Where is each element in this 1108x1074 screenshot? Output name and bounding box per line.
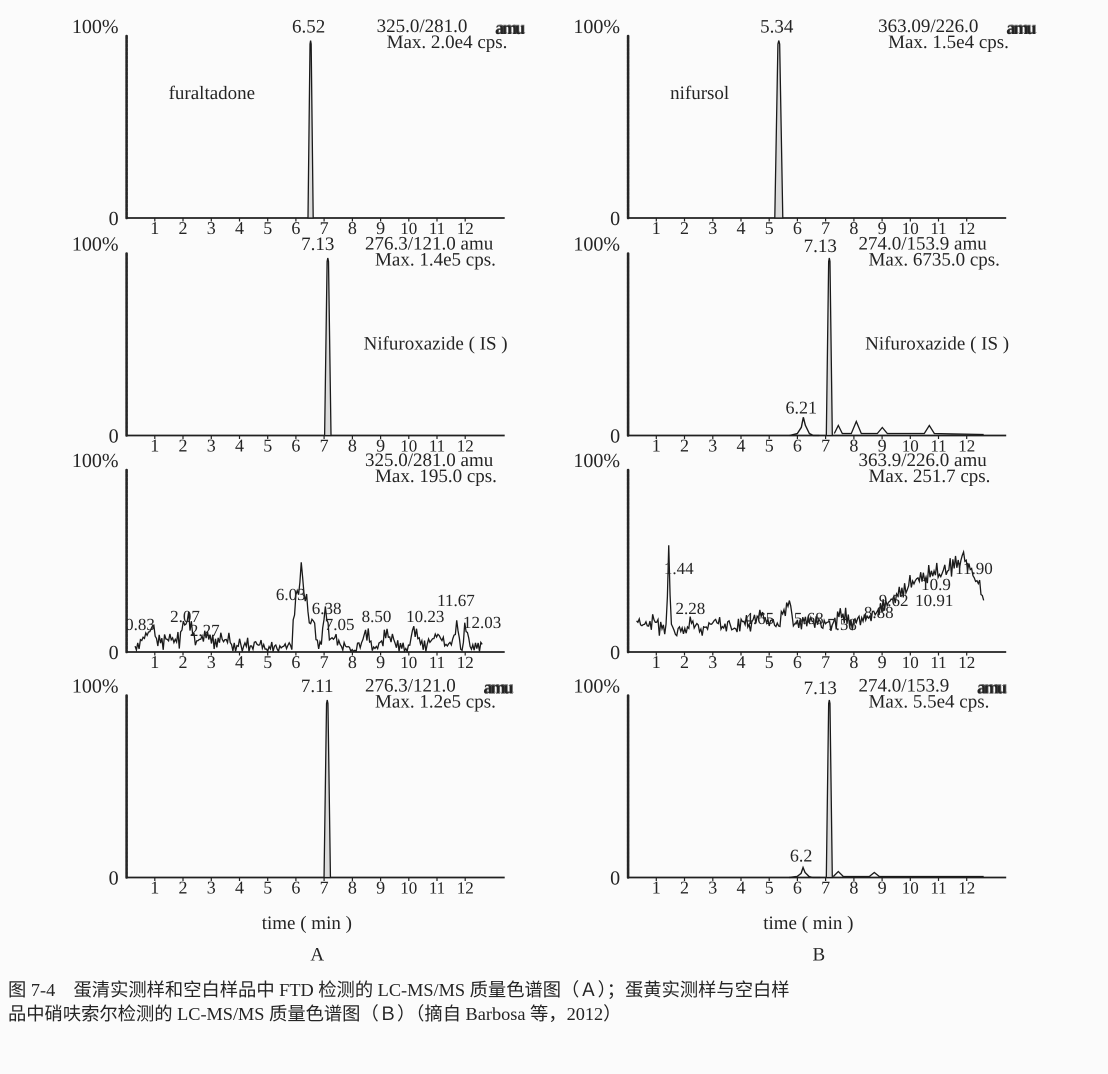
svg-text:7.13: 7.13 <box>804 678 837 699</box>
svg-text:7.05: 7.05 <box>325 615 355 634</box>
svg-text:0: 0 <box>610 426 620 448</box>
svg-text:B: B <box>812 945 825 966</box>
svg-text:Max. 1.2e5 cps.: Max. 1.2e5 cps. <box>375 692 496 713</box>
svg-text:100%: 100% <box>72 234 119 256</box>
svg-text:Max. 1.4e5 cps.: Max. 1.4e5 cps. <box>375 250 496 271</box>
svg-text:9.62: 9.62 <box>879 591 909 610</box>
svg-text:100%: 100% <box>573 450 620 472</box>
svg-text:10: 10 <box>400 653 417 672</box>
svg-text:11: 11 <box>930 879 946 898</box>
svg-text:0: 0 <box>610 868 620 890</box>
svg-text:12.03: 12.03 <box>463 613 501 632</box>
svg-text:10: 10 <box>902 653 919 672</box>
svg-text:7.11: 7.11 <box>301 676 334 697</box>
svg-text:Max. 2.0e4 cps.: Max. 2.0e4 cps. <box>387 32 508 53</box>
svg-text:Max. 1.5e4 cps.: Max. 1.5e4 cps. <box>888 32 1009 53</box>
svg-text:time ( min ): time ( min ) <box>763 913 853 934</box>
svg-text:2.27: 2.27 <box>190 621 220 640</box>
svg-text:Nifuroxazide ( IS ): Nifuroxazide ( IS ) <box>865 334 1009 355</box>
svg-text:12: 12 <box>958 879 975 898</box>
svg-text:7.58: 7.58 <box>827 615 857 634</box>
svg-text:11: 11 <box>930 653 946 672</box>
svg-text:Max. 5.5e4 cps.: Max. 5.5e4 cps. <box>869 692 990 713</box>
svg-text:6.2: 6.2 <box>790 846 813 866</box>
svg-text:11.67: 11.67 <box>437 591 475 610</box>
svg-text:Nifuroxazide ( IS ): Nifuroxazide ( IS ) <box>364 334 508 355</box>
svg-text:6.21: 6.21 <box>786 398 818 418</box>
svg-text:Max. 251.7 cps.: Max. 251.7 cps. <box>869 466 991 487</box>
svg-text:5.34: 5.34 <box>760 17 794 38</box>
svg-text:100%: 100% <box>72 16 119 38</box>
svg-text:100%: 100% <box>72 450 119 472</box>
svg-text:11: 11 <box>429 653 445 672</box>
svg-text:100%: 100% <box>72 676 119 698</box>
svg-text:6.03: 6.03 <box>276 585 306 604</box>
svg-text:11.90: 11.90 <box>955 559 993 578</box>
svg-text:4.65: 4.65 <box>744 609 774 628</box>
svg-text:8.50: 8.50 <box>362 607 392 626</box>
svg-text:furaltadone: furaltadone <box>169 83 256 104</box>
svg-text:0: 0 <box>109 208 119 230</box>
svg-text:12: 12 <box>457 653 474 672</box>
svg-text:Max. 6735.0 cps.: Max. 6735.0 cps. <box>869 250 1000 271</box>
svg-text:12: 12 <box>958 653 975 672</box>
svg-text:100%: 100% <box>573 676 620 698</box>
svg-text:amu: amu <box>1007 17 1037 37</box>
svg-text:0: 0 <box>109 642 119 664</box>
svg-text:2.28: 2.28 <box>676 599 706 618</box>
svg-text:100%: 100% <box>573 234 620 256</box>
svg-text:1.44: 1.44 <box>664 559 694 578</box>
svg-text:A: A <box>310 945 324 966</box>
svg-text:0: 0 <box>610 208 620 230</box>
svg-text:7.13: 7.13 <box>301 234 334 255</box>
svg-text:0: 0 <box>610 642 620 664</box>
svg-text:6.52: 6.52 <box>292 17 325 38</box>
svg-text:10.9: 10.9 <box>921 575 951 594</box>
svg-text:0.83: 0.83 <box>125 615 155 634</box>
svg-text:12: 12 <box>457 879 474 898</box>
svg-text:10: 10 <box>400 879 417 898</box>
svg-text:7.13: 7.13 <box>804 236 837 257</box>
svg-text:5.68: 5.68 <box>794 609 824 628</box>
svg-text:nifursol: nifursol <box>670 83 729 104</box>
svg-text:0: 0 <box>109 868 119 890</box>
svg-text:10: 10 <box>902 879 919 898</box>
svg-text:100%: 100% <box>573 16 620 38</box>
svg-text:11: 11 <box>429 879 445 898</box>
svg-text:0: 0 <box>109 426 119 448</box>
svg-text:time ( min ): time ( min ) <box>262 913 352 934</box>
svg-text:Max. 195.0 cps.: Max. 195.0 cps. <box>375 466 497 487</box>
